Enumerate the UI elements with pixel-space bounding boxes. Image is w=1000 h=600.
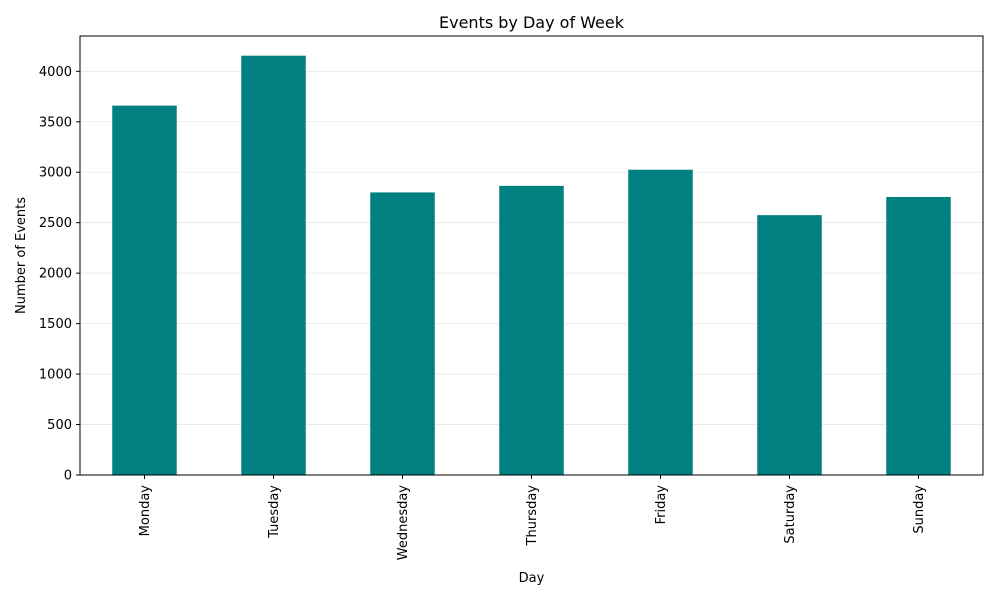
bars (112, 55, 951, 475)
x-axis-label: Day (519, 571, 545, 586)
bar-friday (628, 169, 693, 475)
y-tick-label: 1000 (39, 368, 72, 383)
y-tick-label: 0 (64, 469, 72, 484)
bar-tuesday (241, 55, 306, 475)
x-tick-label: Friday (654, 485, 669, 525)
chart-title: Events by Day of Week (439, 13, 625, 32)
y-tick-label: 4000 (39, 65, 72, 80)
x-tick-label: Tuesday (267, 485, 282, 539)
bar-wednesday (370, 192, 435, 475)
y-axis-ticks: 0 500 1000 1500 2000 2500 3000 3500 4000 (39, 65, 80, 484)
y-axis-label: Number of Events (14, 197, 29, 314)
y-tick-label: 500 (47, 418, 72, 433)
x-tick-label: Thursday (525, 485, 540, 547)
bar-saturday (757, 215, 822, 475)
y-tick-label: 3000 (39, 166, 72, 181)
y-tick-label: 2500 (39, 216, 72, 231)
y-tick-label: 1500 (39, 317, 72, 332)
x-axis-ticks: Monday Tuesday Wednesday Thursday Friday Satu… (138, 475, 927, 560)
x-tick-label: Monday (138, 485, 153, 537)
bar-thursday (499, 185, 564, 475)
bar-monday (112, 105, 177, 475)
x-tick-label: Wednesday (396, 485, 411, 561)
bar-sunday (886, 196, 951, 475)
x-tick-label: Saturday (783, 485, 798, 544)
y-tick-label: 3500 (39, 115, 72, 130)
y-tick-label: 2000 (39, 267, 72, 282)
x-tick-label: Sunday (912, 485, 927, 534)
